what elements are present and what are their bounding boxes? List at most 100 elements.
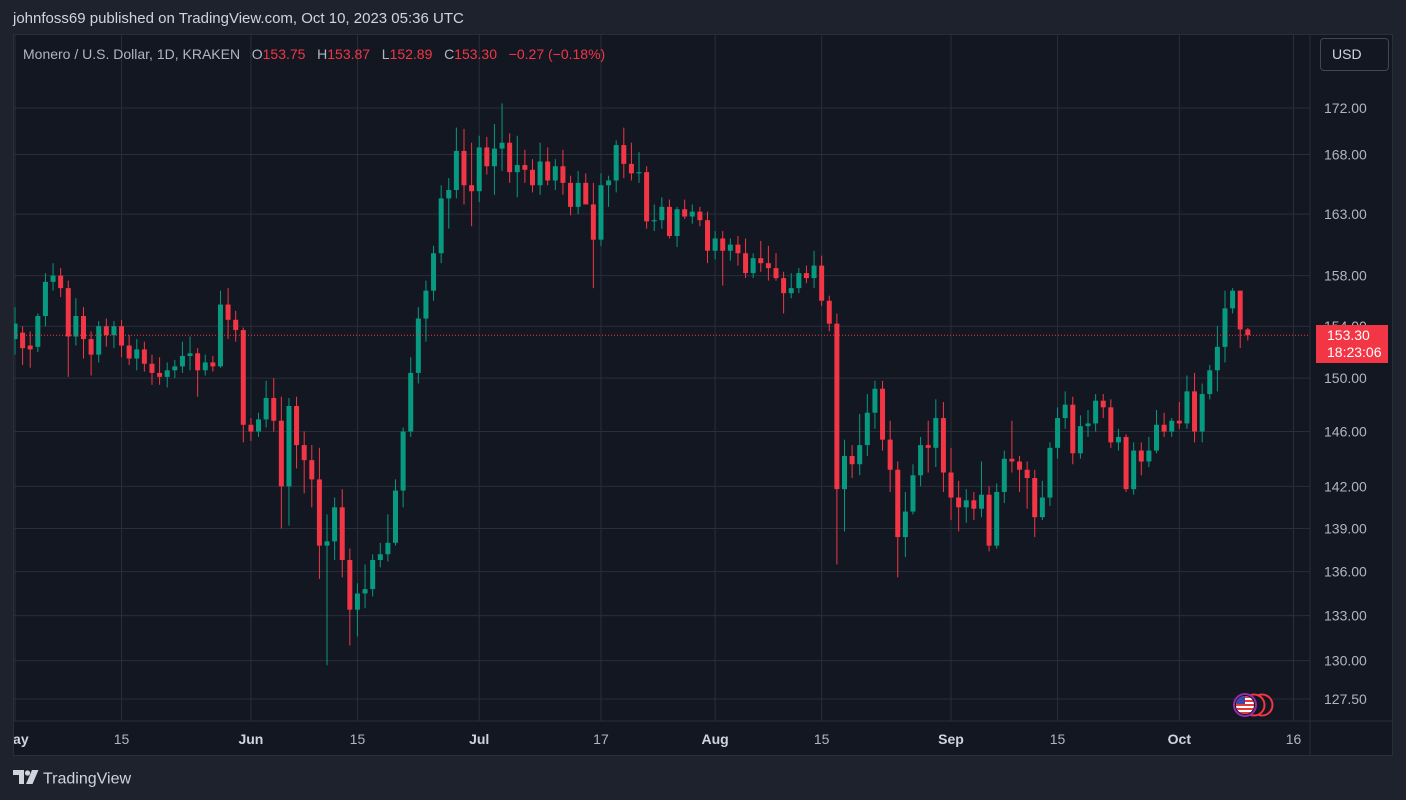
- candle-body: [248, 424, 254, 432]
- candle-body: [1123, 436, 1129, 490]
- candle-body: [1077, 426, 1083, 454]
- candle-body: [1055, 418, 1061, 448]
- candle-body: [621, 145, 627, 164]
- candle-body: [362, 589, 368, 594]
- candle-body: [446, 190, 452, 199]
- candle-body: [438, 198, 444, 254]
- candle-body: [568, 182, 574, 207]
- low-label: L: [381, 46, 390, 62]
- x-tick-label: 15: [1050, 731, 1066, 747]
- candle-body: [978, 494, 984, 509]
- candle-body: [765, 263, 771, 269]
- candle-body: [111, 326, 117, 336]
- publisher-bar: johnfoss69 published on TradingView.com,…: [0, 0, 1406, 36]
- y-tick-label: 163.00: [1324, 206, 1367, 222]
- candle-body: [1131, 450, 1137, 490]
- candle-body: [58, 275, 64, 289]
- high-value: 153.87: [327, 46, 371, 62]
- candle-body: [202, 362, 208, 371]
- last-price: 153.30: [1327, 327, 1370, 343]
- candle-body: [781, 278, 787, 294]
- y-tick-label: 133.00: [1324, 608, 1367, 624]
- tradingview-branding[interactable]: TradingView: [13, 770, 131, 788]
- candle-body: [1009, 458, 1015, 462]
- candle-body: [149, 363, 155, 373]
- candle-body: [636, 172, 642, 174]
- candle-body: [940, 418, 946, 473]
- candle-body: [393, 490, 398, 543]
- candle-body: [271, 398, 277, 421]
- candle-body: [1154, 424, 1159, 451]
- candle-body: [1237, 290, 1243, 330]
- candlestick-chart[interactable]: 127.50 130.00 133.00 136.00 139.00 142.00 146.…: [14, 35, 1392, 755]
- candle-body: [864, 412, 870, 446]
- candle-body: [590, 204, 596, 240]
- candle-body: [933, 418, 939, 448]
- candle-body: [80, 315, 86, 340]
- candle-body: [141, 349, 147, 364]
- low-value: 152.89: [389, 46, 433, 62]
- y-tick-label: 136.00: [1324, 564, 1367, 580]
- symbol-legend: Monero / U.S. Dollar, 1D, KRAKEN O153.75…: [23, 46, 605, 62]
- tradingview-logo-icon: [13, 770, 39, 789]
- candle-body: [240, 330, 246, 425]
- y-tick-label: 150.00: [1324, 370, 1367, 386]
- candle-body: [529, 169, 535, 186]
- candle-body: [606, 180, 612, 186]
- symbol-name[interactable]: Monero / U.S. Dollar, 1D, KRAKEN: [23, 46, 241, 62]
- candle-body: [887, 439, 893, 470]
- candle-body: [65, 288, 71, 337]
- candle-body: [294, 406, 300, 446]
- candle-body: [583, 182, 589, 205]
- candle-body: [522, 165, 528, 170]
- y-tick-label: 168.00: [1324, 146, 1367, 162]
- y-tick-label: 130.00: [1324, 653, 1367, 669]
- candle-body: [157, 372, 163, 377]
- candle-body: [575, 182, 581, 207]
- chart-panel[interactable]: 127.50 130.00 133.00 136.00 139.00 142.00 146.…: [13, 34, 1393, 756]
- candle-body: [1184, 391, 1190, 424]
- candle-body: [1085, 423, 1091, 427]
- open-label: O: [251, 46, 263, 62]
- candle-body: [354, 593, 360, 610]
- candle-body: [491, 148, 497, 167]
- candle-body: [1001, 458, 1007, 492]
- candle-body: [187, 353, 193, 356]
- candle-body: [644, 172, 650, 222]
- candle-body: [773, 268, 779, 279]
- candle-body: [400, 431, 406, 491]
- candle-body: [666, 206, 672, 237]
- candle-body: [514, 165, 520, 173]
- candle-body: [316, 479, 322, 546]
- candle-body: [370, 560, 376, 590]
- candle-body: [651, 220, 657, 222]
- candle-body: [880, 388, 886, 440]
- candle-body: [88, 339, 94, 355]
- candle-body: [720, 238, 726, 251]
- publisher-line: johnfoss69 published on TradingView.com,…: [13, 10, 464, 27]
- candle-body: [1138, 450, 1144, 462]
- candle-body: [324, 541, 330, 546]
- candle-body: [872, 388, 878, 413]
- candle-body: [73, 315, 79, 337]
- y-tick-label: 146.00: [1324, 424, 1367, 440]
- candle-body: [461, 150, 467, 186]
- y-tick-label: 127.50: [1324, 691, 1367, 707]
- candle-body: [1100, 400, 1106, 408]
- y-tick-label: 158.00: [1324, 268, 1367, 284]
- us-flag-events-icon[interactable]: [1226, 692, 1276, 718]
- brand-name: TradingView: [43, 770, 132, 788]
- candle-body: [682, 209, 688, 217]
- candle-body: [1230, 290, 1236, 309]
- candle-body: [278, 420, 284, 487]
- candle-body: [689, 211, 695, 217]
- candle-body: [712, 238, 718, 251]
- candle-body: [803, 273, 809, 279]
- candle-body: [1245, 329, 1251, 336]
- candle-body: [1222, 308, 1228, 347]
- last-price-tag: 153.30 18:23:06: [1316, 325, 1388, 363]
- candle-body: [1032, 478, 1038, 518]
- candle-body: [796, 273, 802, 289]
- currency-button[interactable]: USD: [1320, 38, 1389, 71]
- candle-body: [35, 315, 41, 347]
